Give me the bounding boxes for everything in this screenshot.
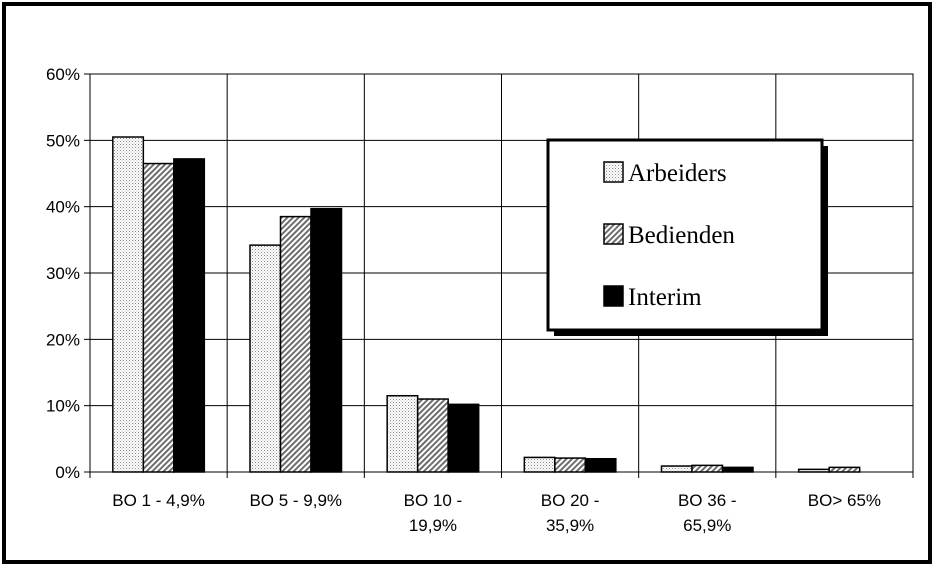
bar-arbeiders	[797, 468, 830, 473]
bar-interim	[584, 457, 617, 473]
y-tick-label: 20%	[46, 330, 80, 349]
bar-arbeiders	[523, 456, 556, 473]
legend-swatch-arbeiders	[603, 161, 624, 183]
bars	[112, 136, 861, 473]
bar-bedienden	[554, 457, 587, 473]
bar-bedienden	[828, 466, 861, 473]
y-tick-label: 60%	[46, 65, 80, 84]
legend-swatch-interim	[603, 285, 624, 307]
y-tick-label: 30%	[46, 264, 80, 283]
bar-bedienden	[279, 215, 312, 473]
legend-label-arbeiders: Arbeiders	[628, 160, 727, 187]
y-tick-label: 10%	[46, 397, 80, 416]
legend-label-interim: Interim	[628, 284, 702, 311]
x-tick-label: BO> 65%	[808, 491, 881, 510]
bar-interim	[721, 466, 754, 473]
y-tick-label: 50%	[46, 131, 80, 150]
legend-swatch-bedienden	[603, 223, 624, 245]
bar-bedienden	[142, 162, 175, 473]
bar-bedienden	[416, 398, 449, 473]
x-tick-label: BO 1 - 4,9%	[112, 491, 205, 510]
bar-arbeiders	[386, 394, 419, 473]
bar-interim	[310, 207, 343, 473]
x-tick-label: BO 10 -	[404, 491, 463, 510]
x-tick-label: 35,9%	[546, 516, 594, 535]
legend-label-bedienden: Bedienden	[628, 222, 735, 249]
bar-interim	[447, 403, 480, 473]
x-tick-label: BO 20 -	[541, 491, 600, 510]
x-tick-label: BO 5 - 9,9%	[249, 491, 342, 510]
bar-arbeiders	[660, 465, 693, 473]
y-tick-label: 40%	[46, 198, 80, 217]
y-tick-label: 0%	[55, 463, 80, 482]
x-tick-label: 65,9%	[683, 516, 731, 535]
bar-interim	[173, 158, 206, 473]
bar-arbeiders	[112, 136, 145, 473]
x-tick-label: 19,9%	[409, 516, 457, 535]
x-tick-label: BO 36 -	[678, 491, 737, 510]
bar-arbeiders	[249, 244, 282, 473]
legend-box	[546, 138, 824, 332]
axes: 0% 10% 20% 30% 40% 50% 60% BO 1 - 4,9% BO 5 - 9,…	[46, 65, 914, 535]
legend: Arbeiders Bedienden Interim	[546, 138, 828, 336]
bar-bedienden	[691, 464, 724, 473]
